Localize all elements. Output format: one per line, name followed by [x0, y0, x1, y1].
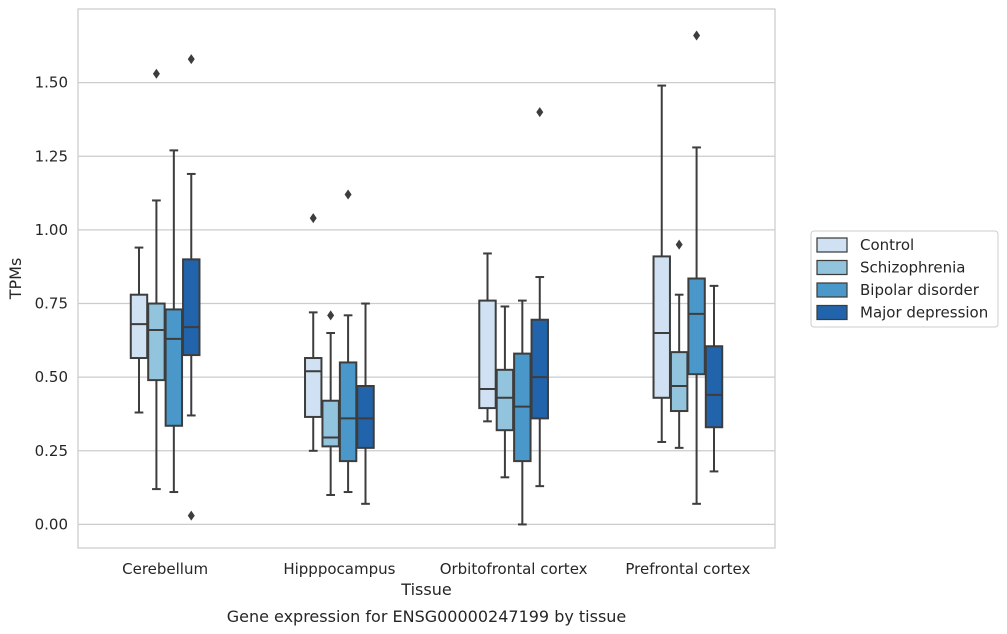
box-iqr	[704, 345, 724, 429]
x-tick-label: Prefrontal cortex	[625, 560, 750, 578]
y-tick-label: 0.50	[35, 368, 68, 386]
box-schizophrenia	[321, 310, 340, 496]
box-iqr	[304, 357, 323, 418]
legend-frame	[810, 230, 999, 328]
box-iqr	[652, 255, 671, 399]
x-tick-label: Hipppocampus	[283, 560, 395, 578]
box-iqr	[338, 361, 358, 463]
box-iqr	[356, 385, 375, 449]
box-iqr	[321, 399, 340, 448]
legend-label: Schizophrenia	[860, 259, 965, 277]
outlier-point	[693, 30, 701, 41]
box-bipolar-disorder	[687, 30, 706, 505]
outlier-point	[327, 310, 335, 321]
box-major-depression	[182, 54, 201, 521]
y-tick-label: 0.75	[35, 295, 68, 313]
y-tick-label: 0.00	[35, 515, 68, 533]
box-schizophrenia	[495, 305, 515, 479]
box-bipolar-disorder	[164, 149, 184, 494]
box-iqr	[669, 351, 689, 413]
y-axis-label: TPMs	[6, 258, 25, 301]
box-iqr	[147, 302, 166, 382]
legend-label: Control	[860, 236, 914, 254]
y-tick-label: 1.50	[35, 74, 68, 92]
box-control	[478, 252, 497, 423]
box-iqr	[478, 299, 497, 410]
x-tick-label: Orbitofrontal cortex	[440, 560, 588, 578]
y-tick-label: 1.25	[35, 147, 68, 165]
y-tick-label: 1.00	[35, 221, 68, 239]
x-axis-label: Tissue	[400, 580, 451, 599]
box-major-depression	[356, 302, 375, 505]
legend-label: Major depression	[860, 304, 988, 322]
outlier-point	[187, 510, 195, 521]
box-bipolar-disorder	[513, 299, 532, 526]
box-schizophrenia	[669, 239, 689, 449]
y-tick-labels: 0.00 0.25 0.50 0.75 1.00 1.25 1.50	[35, 74, 68, 534]
x-tick-labels: Cerebellum Hipppocampus Orbitofrontal cort…	[122, 560, 750, 578]
box-bipolar-disorder	[338, 189, 358, 494]
box-major-depression	[530, 107, 549, 488]
legend-label: Bipolar disorder	[860, 281, 980, 299]
box-major-depression	[704, 284, 724, 473]
legend-swatch	[816, 259, 848, 276]
box-control	[304, 213, 323, 452]
box-iqr	[687, 277, 706, 376]
plot-frame	[77, 8, 776, 549]
outlier-point	[309, 213, 317, 224]
outlier-point	[187, 54, 195, 65]
y-tick-label: 0.25	[35, 442, 68, 460]
legend-swatch	[816, 282, 848, 298]
outlier-point	[675, 239, 683, 250]
outlier-point	[536, 107, 544, 118]
legend-swatch	[816, 237, 848, 253]
box-control	[129, 246, 149, 414]
x-tick-label: Cerebellum	[122, 560, 208, 578]
box-schizophrenia	[147, 68, 166, 491]
box-control	[652, 84, 671, 443]
box-iqr	[182, 258, 201, 357]
legend-swatch	[816, 304, 848, 321]
box-iqr	[495, 368, 515, 432]
chart-caption: Gene expression for ENSG00000247199 by t…	[227, 607, 627, 626]
outlier-point	[344, 189, 352, 200]
box-iqr	[530, 318, 549, 420]
box-iqr	[164, 308, 184, 427]
outlier-point	[152, 68, 160, 79]
box-iqr	[129, 293, 149, 360]
boxes	[129, 30, 724, 526]
legend: Control Schizophrenia Bipolar disorder Majo…	[810, 230, 999, 328]
